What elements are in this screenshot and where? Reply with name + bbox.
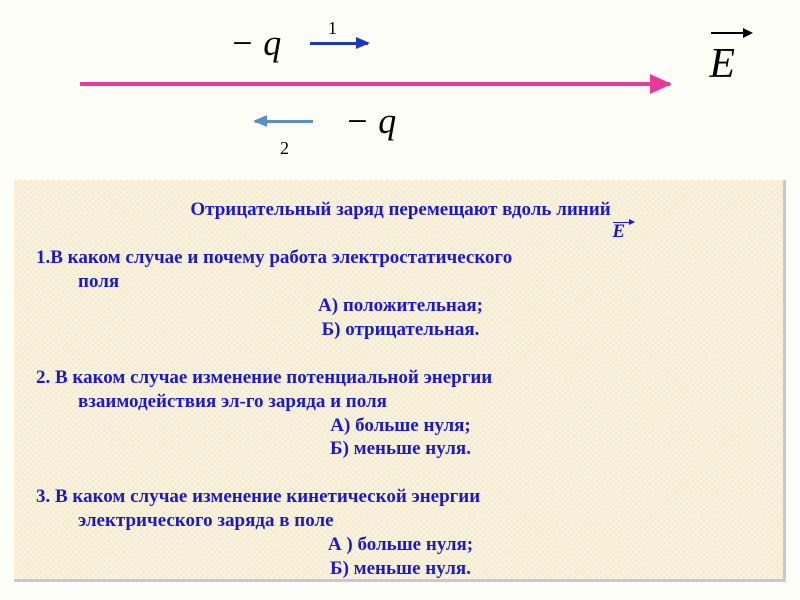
q1-opt-b: Б) отрицательная.: [36, 318, 765, 342]
content-panel: Отрицательный заряд перемещают вдоль лин…: [14, 180, 786, 582]
q2-opt-a: А) больше нуля;: [36, 414, 765, 438]
question-1: 1.В каком случае и почему работа электро…: [36, 246, 765, 342]
arrow-2: [255, 120, 313, 123]
q1-line2: поля: [36, 270, 765, 294]
arrow-1: [310, 42, 368, 45]
q2-line1: В каком случае изменение потенциальной э…: [55, 367, 492, 388]
q3-num: 3.: [36, 486, 50, 507]
q1-opt-a: А) положительная;: [36, 294, 765, 318]
arrow-2-number: 2: [280, 138, 289, 159]
q3-opt-a: А ) больше нуля;: [36, 533, 765, 557]
heading: Отрицательный заряд перемещают вдоль лин…: [36, 198, 765, 222]
e-vector: E: [709, 40, 735, 88]
charge-label-top: − q: [230, 22, 281, 64]
question-3: 3. В каком случае изменение кинетической…: [36, 485, 765, 581]
q3-opt-b: Б) меньше нуля.: [36, 557, 765, 581]
q2-opt-b: Б) меньше нуля.: [36, 437, 765, 461]
question-2: 2. В каком случае изменение потенциально…: [36, 366, 765, 462]
q1-num: 1.: [36, 247, 50, 268]
q2-line2: взаимодействия эл-го заряда и поля: [36, 390, 765, 414]
q3-line2: электрического заряда в поле: [36, 509, 765, 533]
field-line: [80, 82, 670, 86]
diagram: − q 1 E − q 2: [0, 0, 800, 180]
q2-num: 2.: [36, 367, 50, 388]
heading-text: Отрицательный заряд перемещают вдоль лин…: [190, 199, 610, 220]
e-letter: E: [709, 40, 735, 88]
e-inline: E: [612, 220, 625, 244]
q1-line1: В каком случае и почему работа электрост…: [50, 247, 512, 268]
charge-label-bottom: − q: [345, 100, 396, 142]
arrow-1-number: 1: [328, 18, 337, 39]
q3-line1: В каком случае изменение кинетической эн…: [55, 486, 480, 507]
